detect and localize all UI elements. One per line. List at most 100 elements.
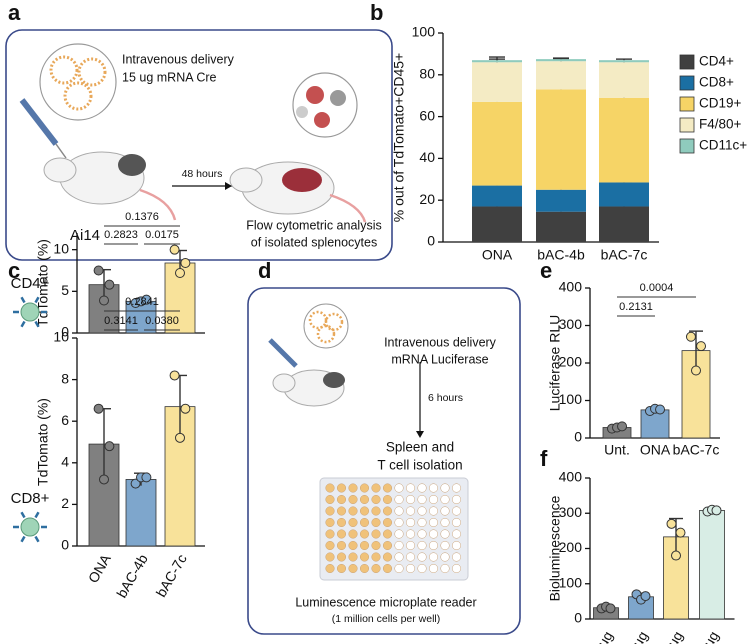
y-tick-label: 0 xyxy=(574,610,582,626)
bar-segment xyxy=(599,182,649,207)
data-point xyxy=(691,365,701,376)
y-tick-label: 20 xyxy=(419,191,435,207)
bar xyxy=(699,510,725,620)
diagram-text: 6 hours xyxy=(428,392,463,404)
y-tick-label: 4 xyxy=(61,454,69,470)
data-point xyxy=(180,403,191,414)
cell-icon xyxy=(34,320,40,328)
bar-segment xyxy=(599,97,649,183)
y-tick-label: 300 xyxy=(559,316,583,332)
bar-segment xyxy=(536,61,586,90)
y-axis-label: TdTomato (%) xyxy=(35,239,51,327)
bar-segment xyxy=(536,211,586,242)
data-point xyxy=(99,295,109,306)
x-tick-label: 0ug xyxy=(590,628,616,644)
p-value: 0.0004 xyxy=(640,282,674,294)
legend-label: CD19+ xyxy=(699,96,742,111)
data-point xyxy=(671,550,681,561)
p-value: 0.3141 xyxy=(104,315,138,327)
y-tick-label: 300 xyxy=(559,504,583,520)
bar-segment xyxy=(472,62,522,102)
y-tick-label: 0 xyxy=(427,233,435,249)
data-point xyxy=(99,474,109,485)
bar-segment xyxy=(599,62,649,98)
x-tick-label: bAC-7c xyxy=(601,247,648,263)
diagram-text: 48 hours xyxy=(182,168,223,180)
p-value: 0.2823 xyxy=(104,229,138,241)
legend-label: CD11c+ xyxy=(699,138,747,153)
bar-segment xyxy=(536,59,586,62)
data-point xyxy=(605,603,616,614)
x-tick-label: bAC-4b xyxy=(113,551,151,600)
cell-icon xyxy=(20,320,26,328)
data-point xyxy=(141,472,152,483)
y-tick-label: 8 xyxy=(61,370,69,386)
legend-label: F4/80+ xyxy=(699,117,742,132)
y-tick-label: 100 xyxy=(559,574,583,590)
y-tick-label: 0 xyxy=(61,324,69,340)
y-axis-label: Bioluminescence xyxy=(547,495,563,601)
diagram-text: Intravenous delivery xyxy=(384,335,497,349)
group-label: CD4+ xyxy=(11,275,50,292)
y-tick-label: 2 xyxy=(61,495,69,511)
data-point xyxy=(180,258,191,268)
panel-label: c xyxy=(8,258,20,283)
y-tick-label: 100 xyxy=(412,24,436,40)
y-axis-label: TdTomato (%) xyxy=(35,398,51,486)
y-tick-label: 40 xyxy=(419,149,435,165)
cell-icon xyxy=(34,296,40,304)
p-value: 0.0175 xyxy=(145,229,179,241)
diagram-text: of isolated splenocytes xyxy=(251,235,377,249)
data-point xyxy=(93,265,104,276)
diagram-text: Intravenous delivery xyxy=(122,52,235,66)
cell-icon xyxy=(20,296,26,304)
bar-segment xyxy=(472,206,522,242)
data-point xyxy=(130,478,141,489)
diagram-text: Flow cytometric analysis xyxy=(246,218,381,232)
data-point xyxy=(675,527,686,538)
data-point xyxy=(685,331,696,342)
data-point xyxy=(175,268,185,278)
legend-swatch xyxy=(679,96,695,112)
data-point xyxy=(696,341,707,352)
bar-segment xyxy=(599,60,649,63)
x-tick-label: bAC-7c xyxy=(153,551,190,599)
cell-icon xyxy=(34,535,40,543)
diagram-text: mRNA Luciferase xyxy=(391,352,488,366)
x-tick-label: ONA xyxy=(640,442,671,458)
data-point xyxy=(711,505,722,516)
legend-swatch xyxy=(679,117,695,133)
x-tick-label: 10ug xyxy=(692,628,721,644)
cell-icon xyxy=(34,511,40,519)
data-point xyxy=(104,279,115,290)
group-label: CD8+ xyxy=(11,490,50,507)
bar-segment xyxy=(536,89,586,190)
bar xyxy=(125,300,157,334)
bar-segment xyxy=(536,189,586,212)
data-point xyxy=(141,294,152,305)
data-point xyxy=(666,518,677,529)
x-tick-label: bAC-7c xyxy=(673,442,720,458)
diagram-text: 15 ug mRNA Cre xyxy=(122,70,217,84)
x-tick-label: bAC-4b xyxy=(537,247,585,263)
bar-segment xyxy=(472,101,522,186)
diagram-text: Luminescence microplate reader xyxy=(295,595,476,609)
y-axis-label: Luciferase RLU xyxy=(547,315,563,412)
x-tick-label: 5ug xyxy=(660,628,686,644)
cell-icon xyxy=(20,535,26,543)
y-tick-label: 80 xyxy=(419,66,435,82)
data-point xyxy=(169,370,180,381)
diagram-a: Intravenous delivery 15 ug mRNA Cre 48 h… xyxy=(5,29,393,261)
diagram-text: (1 million cells per well) xyxy=(332,613,441,625)
y-tick-label: 6 xyxy=(61,412,69,428)
y-tick-label: 200 xyxy=(559,539,583,555)
x-tick-label: ONA xyxy=(482,247,513,263)
legend-label: CD4+ xyxy=(699,54,734,69)
p-value: 0.0380 xyxy=(145,315,179,327)
y-tick-label: 400 xyxy=(559,469,583,485)
y-axis-label: % out of TdTomato+CD45+ xyxy=(391,53,407,222)
y-tick-label: 0 xyxy=(574,429,582,445)
panel-label: e xyxy=(540,258,552,283)
panel-label: d xyxy=(258,258,271,283)
